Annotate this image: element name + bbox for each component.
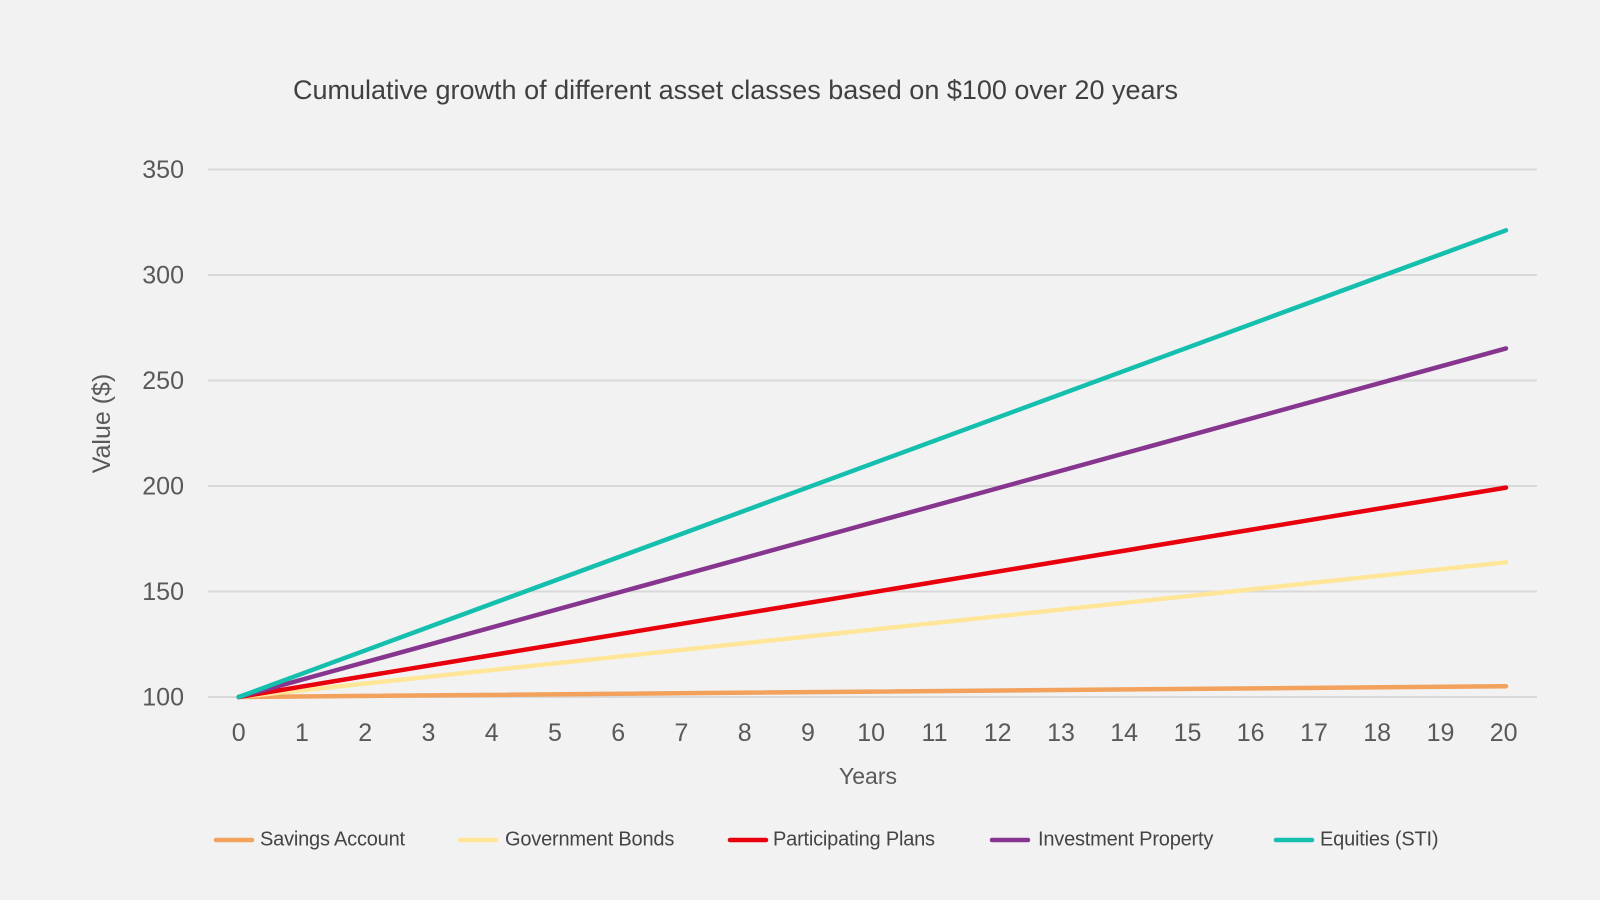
- svg-text:200: 200: [142, 472, 184, 500]
- svg-text:250: 250: [142, 367, 184, 395]
- svg-text:20: 20: [1490, 719, 1518, 747]
- svg-text:9: 9: [801, 719, 815, 747]
- svg-text:1: 1: [295, 719, 309, 747]
- svg-text:Value ($): Value ($): [88, 374, 116, 474]
- svg-text:7: 7: [675, 719, 689, 747]
- svg-text:6: 6: [611, 719, 625, 747]
- svg-text:300: 300: [142, 261, 184, 289]
- svg-text:17: 17: [1300, 719, 1328, 747]
- svg-text:3: 3: [422, 719, 436, 747]
- svg-text:Cumulative growth of different: Cumulative growth of different asset cla…: [293, 75, 1178, 105]
- svg-text:19: 19: [1427, 719, 1455, 747]
- svg-text:2: 2: [358, 719, 372, 747]
- svg-text:Participating Plans: Participating Plans: [773, 829, 935, 851]
- svg-text:10: 10: [857, 719, 885, 747]
- svg-text:Investment Property: Investment Property: [1038, 829, 1213, 851]
- svg-text:16: 16: [1237, 719, 1265, 747]
- svg-text:Equities (STI): Equities (STI): [1320, 829, 1438, 851]
- svg-text:Government Bonds: Government Bonds: [505, 829, 674, 851]
- svg-text:11: 11: [922, 719, 948, 747]
- svg-text:150: 150: [142, 578, 184, 606]
- svg-text:14: 14: [1110, 719, 1138, 747]
- svg-text:12: 12: [984, 719, 1012, 747]
- svg-text:18: 18: [1363, 719, 1391, 747]
- svg-text:0: 0: [232, 719, 246, 747]
- svg-text:13: 13: [1047, 719, 1075, 747]
- svg-text:5: 5: [548, 719, 562, 747]
- svg-text:Savings Account: Savings Account: [260, 829, 406, 851]
- svg-text:15: 15: [1174, 719, 1202, 747]
- svg-text:100: 100: [142, 683, 184, 711]
- svg-text:8: 8: [738, 719, 752, 747]
- svg-text:Years: Years: [839, 763, 897, 789]
- svg-text:350: 350: [142, 156, 184, 184]
- svg-text:4: 4: [485, 719, 499, 747]
